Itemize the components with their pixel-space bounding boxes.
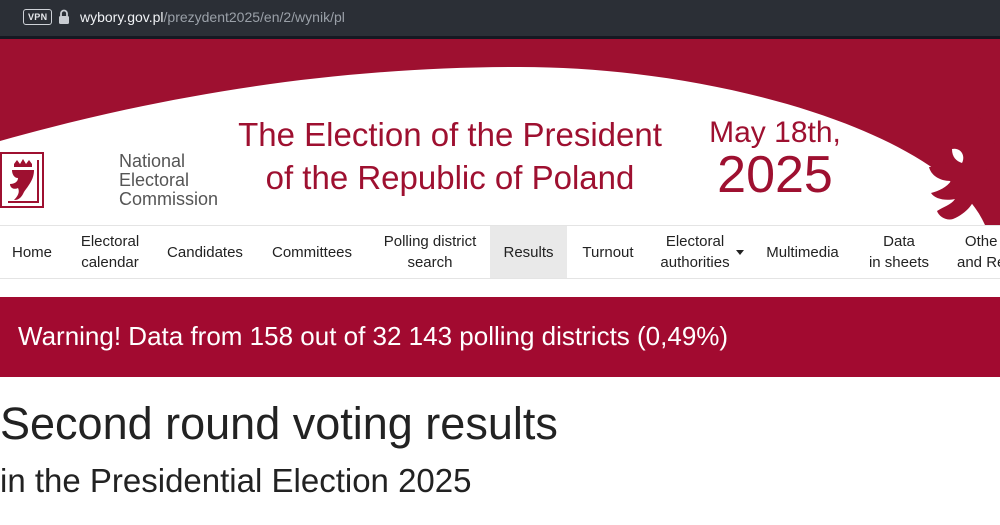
nav-committees[interactable]: Committees <box>254 226 370 278</box>
nav-data-in-sheets[interactable]: Data in sheets <box>850 226 948 278</box>
nav-label: Candidates <box>167 243 243 261</box>
logo-line: Electoral <box>119 170 190 190</box>
lock-icon <box>59 9 69 24</box>
nav-label: Polling district search <box>383 233 477 271</box>
url-host: wybory.gov.pl <box>80 9 164 25</box>
nav-label: Data in sheets <box>868 233 930 271</box>
url-path: /prezydent2025/en/2/wynik/pl <box>163 9 345 25</box>
main-navigation: Home Electoral calendar Candidates Commit… <box>0 225 1000 279</box>
nav-label: Results <box>503 243 554 261</box>
nav-results[interactable]: Results <box>490 226 567 278</box>
url-field[interactable]: wybory.gov.pl/prezydent2025/en/2/wynik/p… <box>80 9 345 25</box>
election-date-day: May 18th, <box>709 116 841 149</box>
warning-text: Warning! Data from 158 out of 32 143 pol… <box>18 321 729 351</box>
vpn-badge[interactable]: VPN <box>23 9 53 25</box>
logo-line: Commission <box>119 189 219 209</box>
page-banner: National Electoral Commission The Electi… <box>0 39 1000 225</box>
address-bar-divider <box>0 36 1000 39</box>
nav-label: Multimedia <box>766 243 839 261</box>
browser-address-bar: VPN wybory.gov.pl/prezydent2025/en/2/wyn… <box>0 0 1000 36</box>
nav-label: Electoral authorities <box>660 233 730 271</box>
election-title: The Election of the President of the Rep… <box>200 113 700 199</box>
nav-electoral-authorities[interactable]: Electoral authorities <box>649 226 755 278</box>
page-subtitle: in the Presidential Election 2025 <box>0 462 472 499</box>
nav-label: Electoral calendar <box>80 233 140 271</box>
nav-home[interactable]: Home <box>0 226 64 278</box>
election-date-year: 2025 <box>717 146 833 204</box>
logo-line: National <box>119 151 186 171</box>
title-line-2: of the Republic of Poland <box>265 159 635 196</box>
pkw-logo-icon <box>0 152 44 208</box>
nav-turnout[interactable]: Turnout <box>567 226 649 278</box>
nav-multimedia[interactable]: Multimedia <box>755 226 850 278</box>
page-title: Second round voting results <box>0 398 558 449</box>
nav-polling-district-search[interactable]: Polling district search <box>370 226 490 278</box>
eagle-emblem-icon <box>929 93 1000 220</box>
nav-label: Turnout <box>582 243 634 261</box>
chevron-down-icon <box>735 249 744 255</box>
banner-background <box>0 39 1000 225</box>
pkw-logo-text: National Electoral Commission <box>119 152 218 209</box>
nav-electoral-calendar[interactable]: Electoral calendar <box>64 226 156 278</box>
nav-label: Home <box>11 243 52 261</box>
nav-label: Committees <box>271 243 353 261</box>
title-line-1: The Election of the President <box>238 116 662 153</box>
nav-candidates[interactable]: Candidates <box>156 226 254 278</box>
data-warning-banner: Warning! Data from 158 out of 32 143 pol… <box>0 297 1000 377</box>
